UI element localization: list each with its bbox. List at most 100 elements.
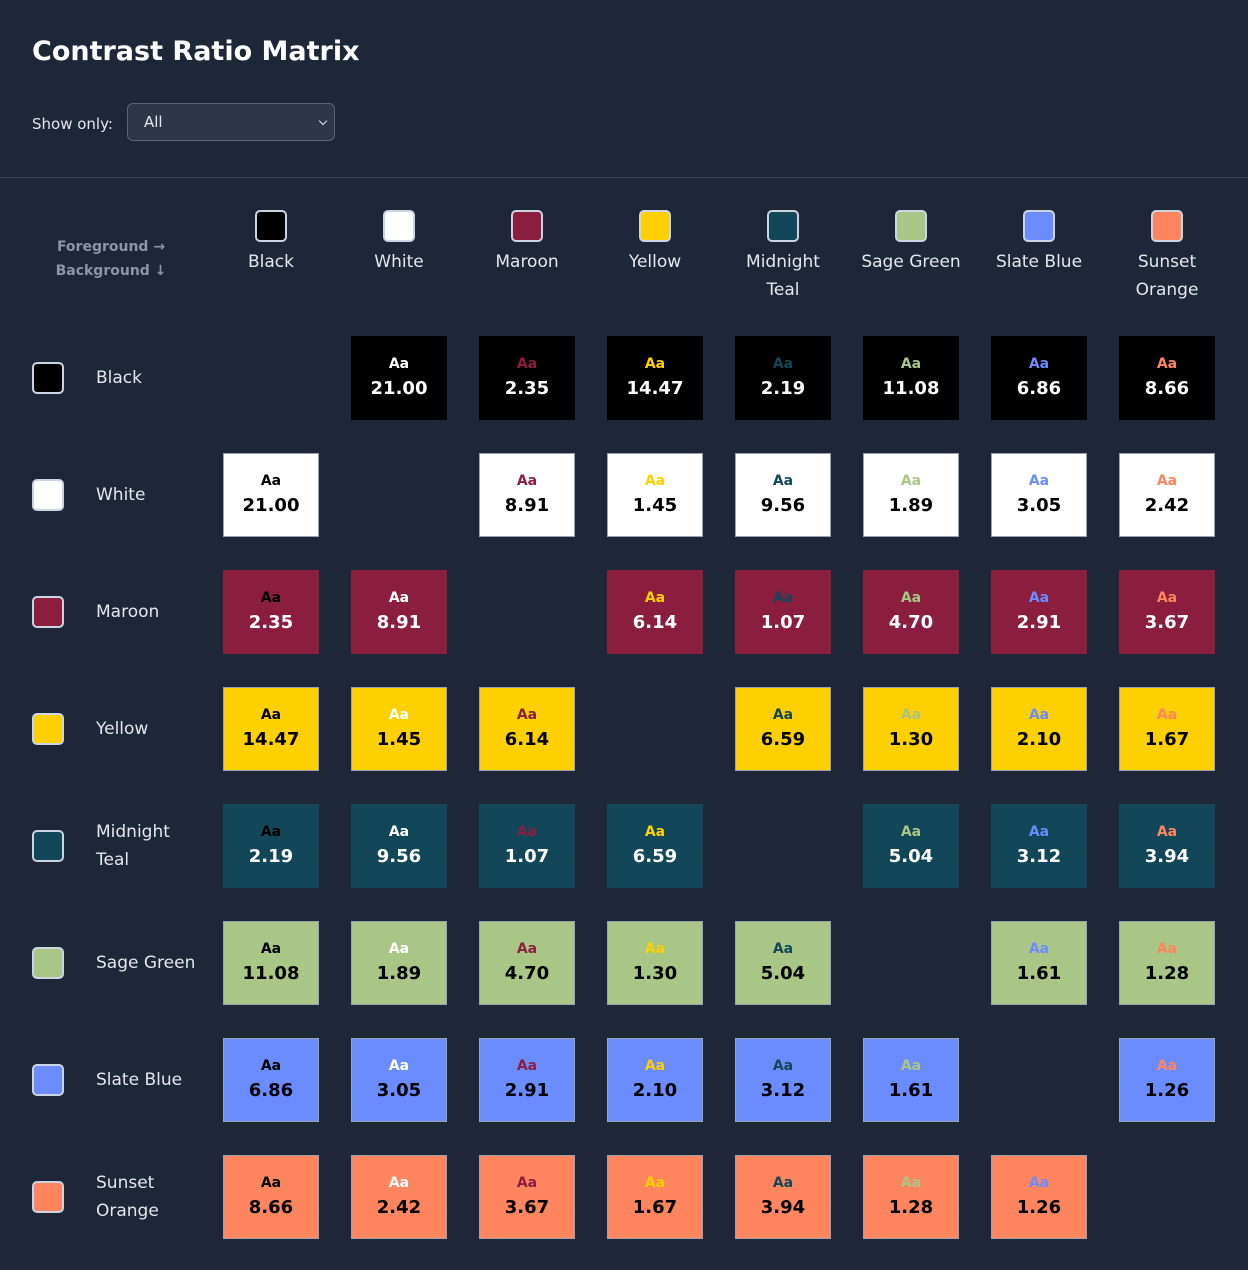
contrast-cell: Aa 2.35 [479, 336, 575, 420]
contrast-value: 2.35 [504, 378, 550, 399]
contrast-value: 6.86 [1016, 378, 1062, 399]
filter-select[interactable]: All [127, 103, 335, 141]
row-label: Sunset Orange [96, 1173, 159, 1221]
contrast-value: 6.59 [632, 846, 678, 867]
contrast-cell: Aa 1.07 [735, 570, 831, 654]
sample-text: Aa [516, 1058, 538, 1074]
row-swatch [32, 713, 64, 745]
contrast-cell: Aa 1.30 [863, 687, 959, 771]
sample-text: Aa [644, 1058, 666, 1074]
contrast-cell: Aa 2.42 [1119, 453, 1215, 537]
contrast-cell: Aa 11.08 [223, 921, 319, 1005]
column-label: White [374, 252, 424, 272]
contrast-cell: Aa 8.91 [351, 570, 447, 654]
sample-text: Aa [900, 356, 922, 372]
sample-text: Aa [1028, 1175, 1050, 1191]
row-label: White [96, 485, 146, 505]
sample-text: Aa [772, 941, 794, 957]
column-swatch [767, 210, 799, 242]
corner-fg: Foreground → [56, 239, 166, 255]
sample-text: Aa [644, 941, 666, 957]
sample-text: Aa [1156, 473, 1178, 489]
contrast-value: 3.67 [1144, 612, 1190, 633]
contrast-cell: Aa 2.19 [735, 336, 831, 420]
contrast-value: 3.12 [1016, 846, 1062, 867]
contrast-value: 2.91 [504, 1080, 550, 1101]
contrast-value: 6.86 [248, 1080, 294, 1101]
contrast-cell: Aa 3.94 [735, 1155, 831, 1239]
sample-text: Aa [388, 1175, 410, 1191]
contrast-value: 2.42 [1144, 495, 1190, 516]
title: Contrast Ratio Matrix [32, 36, 360, 67]
sample-text: Aa [644, 356, 666, 372]
contrast-cell: Aa 1.61 [863, 1038, 959, 1122]
contrast-cell: Aa 1.26 [991, 1155, 1087, 1239]
contrast-value: 1.26 [1016, 1197, 1062, 1218]
sample-text: Aa [772, 473, 794, 489]
contrast-cell: Aa 4.70 [863, 570, 959, 654]
contrast-value: 3.05 [376, 1080, 422, 1101]
contrast-value: 6.14 [504, 729, 550, 750]
sample-text: Aa [1156, 1058, 1178, 1074]
contrast-cell: Aa 6.14 [607, 570, 703, 654]
column-swatch [639, 210, 671, 242]
contrast-value: 5.04 [888, 846, 934, 867]
row-swatch [32, 947, 64, 979]
contrast-cell: Aa 3.67 [1119, 570, 1215, 654]
contrast-cell: Aa 1.45 [351, 687, 447, 771]
sample-text: Aa [644, 590, 666, 606]
header: Contrast Ratio Matrix Show only: All [0, 0, 1248, 178]
column-label: Slate Blue [995, 252, 1083, 272]
contrast-value: 1.45 [376, 729, 422, 750]
contrast-cell: Aa 3.05 [351, 1038, 447, 1122]
contrast-cell: Aa 2.19 [223, 804, 319, 888]
contrast-value: 1.61 [1016, 963, 1062, 984]
contrast-value: 1.26 [1144, 1080, 1190, 1101]
sample-text: Aa [388, 824, 410, 840]
contrast-value: 9.56 [760, 495, 806, 516]
contrast-cell: Aa 2.42 [351, 1155, 447, 1239]
contrast-cell: Aa 6.59 [735, 687, 831, 771]
contrast-cell: Aa 2.35 [223, 570, 319, 654]
contrast-cell: Aa 9.56 [351, 804, 447, 888]
contrast-value: 3.12 [760, 1080, 806, 1101]
sample-text: Aa [1028, 824, 1050, 840]
sample-text: Aa [1156, 707, 1178, 723]
contrast-cell: Aa 1.67 [607, 1155, 703, 1239]
sample-text: Aa [388, 356, 410, 372]
sample-text: Aa [260, 707, 282, 723]
contrast-value: 2.10 [1016, 729, 1062, 750]
corner-label: Foreground → Background ↓ [40, 235, 182, 283]
sample-text: Aa [644, 1175, 666, 1191]
sample-text: Aa [388, 707, 410, 723]
contrast-cell: Aa 1.28 [863, 1155, 959, 1239]
contrast-cell: Aa 14.47 [223, 687, 319, 771]
contrast-value: 1.67 [632, 1197, 678, 1218]
sample-text: Aa [900, 590, 922, 606]
sample-text: Aa [900, 1058, 922, 1074]
column-swatch [383, 210, 415, 242]
contrast-value: 4.70 [504, 963, 550, 984]
sample-text: Aa [260, 1175, 282, 1191]
contrast-cell: Aa 5.04 [735, 921, 831, 1005]
sample-text: Aa [260, 473, 282, 489]
row-label: Sage Green [96, 953, 196, 973]
contrast-value: 14.47 [626, 378, 684, 399]
row-label: Black [96, 368, 142, 388]
contrast-value: 4.70 [888, 612, 934, 633]
contrast-value: 3.94 [1144, 846, 1190, 867]
sample-text: Aa [516, 824, 538, 840]
contrast-value: 6.14 [632, 612, 678, 633]
row-label: Yellow [96, 719, 149, 739]
contrast-value: 21.00 [370, 378, 428, 399]
sample-text: Aa [260, 824, 282, 840]
contrast-value: 14.47 [242, 729, 300, 750]
contrast-value: 1.67 [1144, 729, 1190, 750]
sample-text: Aa [900, 1175, 922, 1191]
contrast-cell: Aa 21.00 [223, 453, 319, 537]
filter-label: Show only: [32, 115, 113, 133]
contrast-cell: Aa 6.86 [223, 1038, 319, 1122]
sample-text: Aa [644, 473, 666, 489]
sample-text: Aa [1028, 707, 1050, 723]
sample-text: Aa [1028, 590, 1050, 606]
